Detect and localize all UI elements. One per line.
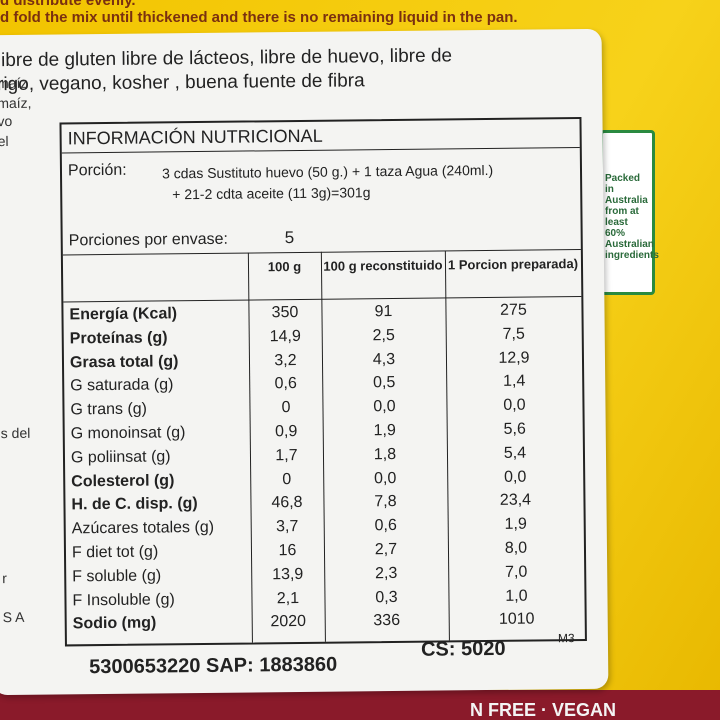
cell-value: 7,0 — [504, 563, 528, 581]
label: libre de gluten libre de lácteos, libre … — [0, 28, 609, 696]
cs: CS: 5020 — [420, 637, 506, 661]
bottom-strip — [0, 690, 720, 720]
cell-value: 0,0 — [503, 396, 526, 415]
row-label: G saturada (g) — [70, 376, 174, 395]
row-label: F soluble (g) — [72, 567, 162, 586]
cell-value: 1,0 — [505, 587, 528, 605]
portion-line: + 21-2 cdta aceite (11 3g)=301g — [172, 184, 371, 203]
cell-value: 5,6 — [503, 420, 526, 438]
fragment: maíz — [0, 74, 28, 92]
cell-value: 2020 — [270, 613, 307, 631]
rows: Energía (Kcal) 350 91 275 Proteínas (g) 14,9 2… — [61, 119, 579, 633]
cell-value: 350 — [271, 303, 299, 322]
column-header: 1 Porcion preparada) — [447, 256, 579, 273]
row-label: H. de C. disp. (g) — [71, 495, 198, 514]
cell-value: 2,7 — [374, 540, 398, 559]
portion-text: 3 cdas Sustituto huevo (50 g.) + 1 taza … — [162, 160, 494, 205]
cell-value: 7,5 — [502, 325, 525, 343]
row-label: G trans (g) — [70, 400, 148, 419]
badge-text: Packed in Australia from at least 60% Au… — [605, 173, 659, 261]
top-line: d distribute evenly. — [0, 0, 136, 9]
cell-value: 1,9 — [373, 421, 396, 440]
fragment: S A — [2, 608, 25, 626]
intro-line: libre de gluten libre de lácteos, libre … — [0, 45, 453, 72]
cell-value: 0 — [281, 399, 291, 417]
cell-value: 12,9 — [498, 349, 530, 367]
cell-value: 5,4 — [503, 444, 527, 462]
cell-value: 0,6 — [274, 375, 297, 393]
top-line: d fold the mix until thickened and there… — [0, 9, 518, 26]
cell-value: 0,0 — [373, 398, 396, 416]
servings-label: Porciones por envase: — [68, 230, 229, 250]
fragment: r — [2, 570, 8, 587]
row-label: F diet tot (g) — [71, 543, 159, 562]
cell-value: 2,5 — [372, 326, 395, 345]
badge: Packed in Australia from at least 60% Au… — [600, 130, 659, 295]
column-header: 100 g — [267, 258, 302, 275]
cell-value: 3,2 — [274, 351, 297, 369]
title: INFORMACIÓN NUTRICIONAL — [67, 125, 323, 149]
cell-value: 1,9 — [504, 515, 527, 534]
row-label: Colesterol (g) — [71, 471, 175, 490]
row-label: G monoinsat (g) — [70, 424, 186, 443]
intro: libre de gluten libre de lácteos, libre … — [0, 44, 452, 97]
portion-line: 3 cdas Sustituto huevo (50 g.) + 1 taza … — [161, 161, 494, 182]
top-text: d distribute evenly. d fold the mix until… — [0, 0, 518, 26]
row-label: Azúcares totales (g) — [71, 519, 215, 538]
bottom-text: N FREE · VEGAN — [470, 700, 617, 720]
row-label: F Insoluble (g) — [72, 590, 175, 609]
cell-value: 7,8 — [374, 493, 397, 511]
column-header: 100 g reconstituido — [323, 257, 443, 274]
cell-value: 4,3 — [372, 350, 396, 368]
mark: M3 — [557, 631, 575, 646]
row-label: Proteínas (g) — [69, 329, 168, 348]
row-label: Energía (Kcal) — [69, 305, 178, 324]
cell-value: 13,9 — [272, 565, 304, 584]
cell-value: 0,3 — [375, 588, 398, 606]
cell-value: 8,0 — [504, 539, 528, 557]
cell-value: 0,9 — [275, 423, 298, 441]
fragment: el — [0, 133, 9, 150]
portion-label: Porción: — [67, 161, 127, 180]
cell-value: 14,9 — [269, 327, 301, 346]
servings-value: 5 — [284, 228, 295, 248]
cell-value: 2,1 — [276, 589, 300, 607]
cell-value: 2,3 — [375, 564, 398, 582]
fragment: maíz, — [0, 94, 32, 112]
cell-value: 1,7 — [275, 446, 298, 465]
cell-value: 336 — [373, 612, 401, 630]
cell-value: 0,0 — [504, 468, 527, 486]
fragment: s del — [0, 424, 31, 442]
fragment: vo — [0, 112, 13, 130]
cell-value: 1,8 — [373, 445, 397, 464]
cell-value: 275 — [500, 301, 527, 319]
row-label: Sodio (mg) — [72, 614, 157, 633]
intro-line: rigo, vegano, kosher , buena fuente de f… — [0, 70, 365, 96]
left-fragments: maíz maíz, vo el s del r S A — [0, 29, 602, 625]
cell-value: 0 — [282, 470, 292, 488]
row-label: G poliinsat (g) — [70, 448, 171, 467]
codes: 5300653220 SAP: 1883860 — [89, 653, 338, 679]
cell-value: 0,0 — [374, 469, 397, 487]
cell-value: 0,5 — [373, 374, 396, 392]
cell-value: 46,8 — [271, 494, 303, 512]
cell-value: 16 — [278, 542, 297, 560]
cell-value: 1,4 — [503, 373, 526, 391]
cell-value: 0,6 — [374, 517, 397, 535]
row-label: Grasa total (g) — [69, 352, 179, 371]
cell-value: 3,7 — [276, 518, 299, 536]
cell-value: 91 — [374, 303, 393, 321]
nutrition-table: INFORMACIÓN NUTRICIONAL Porción: 3 cdas … — [59, 117, 587, 647]
cell-value: 23,4 — [499, 491, 532, 510]
cell-value: 1010 — [498, 610, 535, 629]
